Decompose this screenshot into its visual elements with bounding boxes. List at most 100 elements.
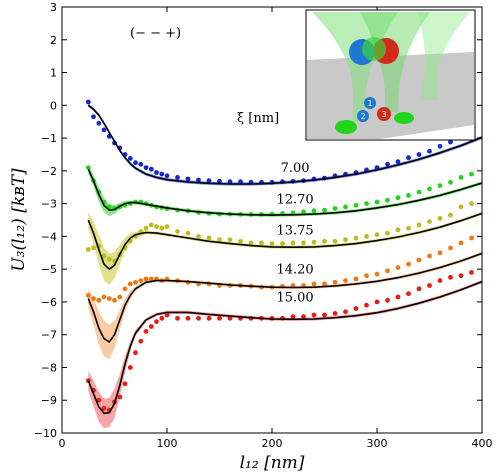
y-tick-label: −2 [41, 165, 57, 178]
curve-label: 13.75 [276, 223, 313, 238]
sim-point [427, 219, 432, 225]
sim-point [458, 273, 464, 279]
sim-point [185, 176, 191, 182]
sim-point [143, 165, 149, 171]
sim-point [364, 234, 369, 239]
sim-point [159, 225, 165, 231]
sim-point [437, 183, 443, 189]
sim-point [385, 197, 390, 203]
inset-cone-right [360, 12, 430, 112]
sim-point [290, 240, 296, 246]
sim-point [138, 338, 144, 344]
sim-point [138, 161, 144, 167]
sim-point [133, 350, 138, 356]
y-tick-label: −6 [41, 296, 57, 309]
sim-point [148, 166, 154, 172]
y-tick-label: −3 [41, 198, 57, 211]
sim-point [175, 175, 180, 180]
sim-point [85, 293, 91, 298]
theory-line-14-20 [87, 252, 482, 343]
sim-point [427, 253, 432, 259]
sim-point [469, 235, 474, 241]
sim-point [437, 250, 443, 256]
y-tick-label: −5 [41, 263, 57, 276]
sim-point [148, 324, 154, 329]
sim-point [280, 315, 285, 321]
sim-point [96, 120, 102, 126]
sim-point [448, 179, 453, 185]
sim-point [227, 237, 233, 243]
y-tick-label: −8 [41, 361, 57, 374]
sim-point [117, 394, 123, 400]
band-15-00 [88, 280, 482, 429]
sim-point [427, 186, 432, 192]
sim-point [406, 193, 411, 198]
sim-point [164, 173, 170, 179]
sim-point [343, 237, 348, 243]
sim-point [101, 294, 107, 300]
sim-point [206, 235, 212, 241]
inset-particle-3 [377, 107, 391, 121]
sim-point [227, 315, 233, 321]
sim-point [416, 189, 422, 195]
sim-point [332, 311, 338, 316]
sim-point [437, 143, 443, 149]
x-axis-title: l₁₂ [nm] [240, 453, 305, 473]
sim-point [322, 312, 327, 318]
x-tick-label: 100 [157, 437, 178, 450]
sim-point [164, 224, 170, 230]
sim-point [106, 296, 112, 301]
sim-point [122, 286, 128, 292]
inset-green-blob-left [335, 120, 357, 134]
theory-curves [87, 104, 482, 415]
curve-label: 14.20 [276, 263, 313, 278]
sim-point [133, 279, 138, 285]
sim-point [311, 312, 317, 318]
sim-point [448, 212, 453, 218]
x-tick-label: 0 [59, 437, 66, 450]
sim-point [238, 238, 243, 244]
x-tick-label: 400 [472, 437, 493, 450]
config-annotation: (− − +) [130, 26, 181, 41]
sim-point [280, 241, 285, 247]
uncertainty-bands [88, 103, 482, 429]
sim-point [416, 152, 422, 157]
sim-point [269, 241, 275, 247]
sim-point [374, 271, 380, 277]
sim-point [301, 240, 306, 246]
sim-point [458, 204, 464, 210]
y-tick-label: 2 [50, 34, 57, 47]
sim-point [217, 315, 222, 321]
sim-point [259, 240, 264, 246]
sim-point [353, 202, 359, 208]
theory-line-7-00 [87, 104, 482, 185]
sim-point [322, 238, 327, 244]
sim-point [96, 297, 102, 303]
sim-point [385, 161, 390, 167]
sim-point [101, 406, 107, 411]
inset-particle-1 [364, 97, 376, 109]
sim-point [133, 160, 138, 166]
sim-point [374, 199, 380, 205]
sim-point [343, 278, 348, 283]
inset-label-2: 2 [360, 112, 365, 121]
y-tick-label: −10 [34, 427, 57, 440]
sim-point [374, 299, 380, 305]
sim-point [416, 222, 422, 228]
sim-point [458, 175, 464, 180]
y-tick-label: −7 [41, 329, 57, 342]
xi-header: ξ [nm] [237, 111, 279, 126]
sim-point [138, 278, 144, 283]
sim-point [101, 127, 107, 133]
sim-point [127, 281, 133, 287]
sim-point [217, 237, 222, 243]
sim-point [301, 209, 306, 215]
y-tick-label: 1 [50, 67, 57, 80]
sim-point [385, 268, 390, 274]
sim-point [364, 201, 369, 207]
sim-point [469, 171, 474, 177]
sim-point [395, 227, 401, 233]
sim-point [385, 230, 390, 236]
sim-point [395, 294, 401, 300]
